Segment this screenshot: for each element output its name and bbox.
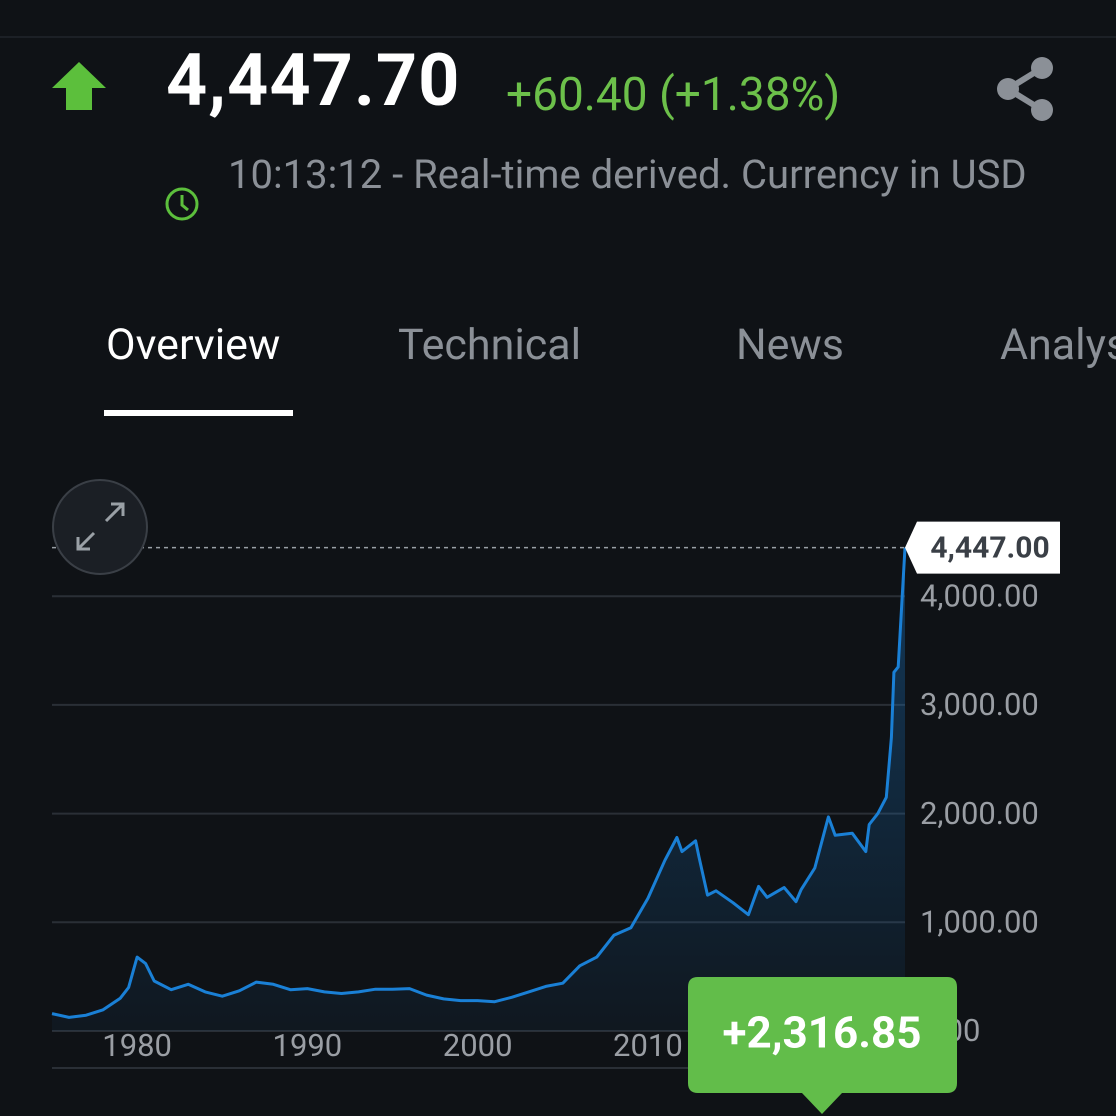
price: 4,447.70 [166, 38, 461, 123]
x-tick-label: 1990 [273, 1027, 343, 1064]
x-tick-label: 1980 [102, 1027, 172, 1064]
share-button[interactable] [994, 56, 1058, 122]
tab[interactable]: News [736, 320, 844, 370]
area-fill [52, 547, 905, 1031]
tab-underline [104, 410, 293, 416]
last-price-box [905, 521, 1060, 574]
price-line [51, 547, 907, 1019]
clock-icon [165, 187, 199, 221]
y-tick-label: 4,000.00 [920, 577, 1039, 614]
expand-button[interactable] [52, 479, 148, 575]
expand-icon [76, 502, 125, 551]
status-bar-edge [0, 36, 1116, 38]
tab[interactable]: Overview [106, 320, 281, 370]
last-price-label: 4,447.00 [930, 531, 1049, 566]
tab[interactable]: Technical [398, 320, 582, 370]
change-badge [688, 977, 957, 1114]
change-badge-label: +2,316.85 [722, 1007, 921, 1059]
x-tick-label: 2000 [443, 1027, 513, 1064]
status-text: 10:13:12 - Real-time derived. Currency i… [228, 151, 1027, 198]
y-tick-label: 1,000.00 [920, 903, 1039, 940]
y-tick-label: 2,000.00 [920, 795, 1039, 832]
price-change: +60.40 (+1.38%) [506, 68, 841, 122]
up-arrow-icon [52, 62, 106, 110]
x-tick-label: 2010 [613, 1027, 683, 1064]
tab[interactable]: Analysis [1000, 320, 1116, 370]
y-tick-label: 3,000.00 [920, 686, 1039, 723]
